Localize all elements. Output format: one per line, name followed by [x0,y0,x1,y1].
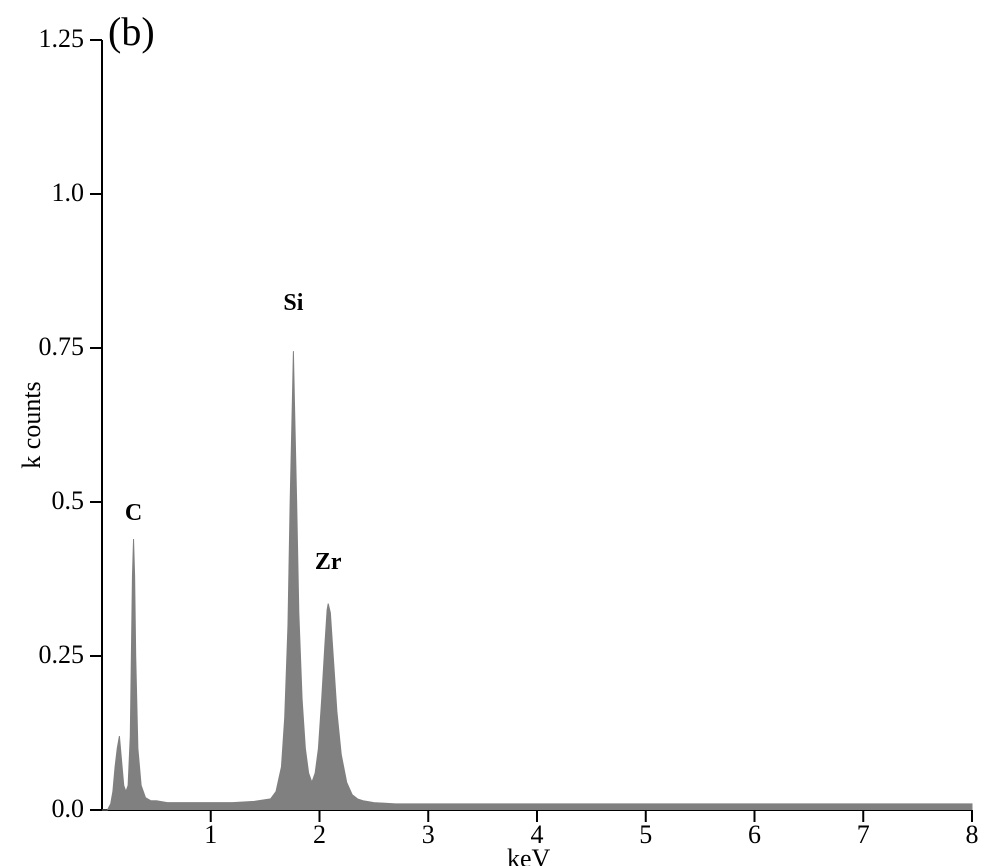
spectrum-trace [102,351,972,810]
y-tick-label: 0.0 [24,794,84,824]
x-tick-label: 1 [191,820,231,850]
x-tick-label: 8 [952,820,992,850]
peak-label-si: Si [273,290,313,317]
x-tick-label: 6 [735,820,775,850]
x-tick-label: 4 [517,820,557,850]
x-tick-label: 3 [408,820,448,850]
peak-label-c: C [114,500,154,527]
y-tick-label: 0.5 [24,486,84,516]
spectrum-plot [0,0,1000,866]
eds-spectrum-figure: (b) k counts keV 12345678 0.00.250.50.75… [0,0,1000,866]
x-tick-label: 7 [843,820,883,850]
y-tick-label: 1.25 [24,24,84,54]
y-tick-label: 1.0 [24,178,84,208]
x-tick-label: 2 [300,820,340,850]
y-tick-label: 0.75 [24,332,84,362]
y-tick-label: 0.25 [24,640,84,670]
peak-label-zr: Zr [308,549,348,576]
x-tick-label: 5 [626,820,666,850]
